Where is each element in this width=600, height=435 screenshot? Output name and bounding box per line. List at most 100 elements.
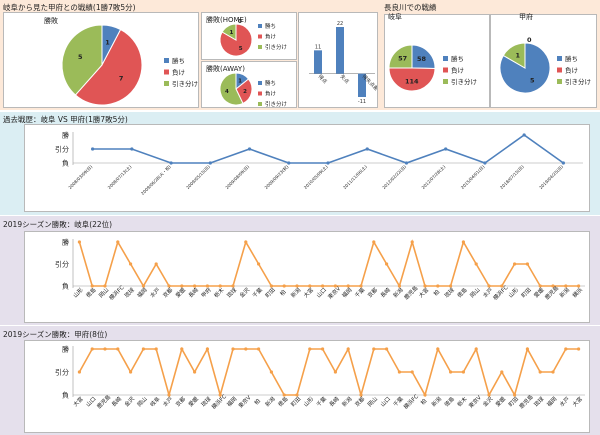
x-tick-label: 長崎	[110, 395, 124, 409]
x-tick-label: 徳島	[455, 286, 469, 300]
x-tick-label: 山口	[314, 286, 327, 299]
x-tick-label: 金沢	[481, 395, 495, 409]
x-tick-label: 京都	[174, 395, 188, 409]
x-tick-label: 栃木	[212, 286, 226, 300]
data-point	[287, 161, 291, 165]
data-point	[333, 284, 337, 288]
pie-slice	[219, 72, 244, 106]
x-tick-label: 町田	[520, 287, 533, 300]
data-point	[525, 347, 529, 351]
data-point	[154, 347, 158, 351]
x-tick-label: 琉球	[122, 286, 136, 300]
data-point	[474, 262, 478, 266]
data-point	[577, 284, 581, 288]
pie-value-label: 4	[225, 89, 229, 95]
y-level-label: 勝	[62, 344, 69, 353]
legend-label: 引き分け	[565, 77, 591, 86]
x-tick-label: 2009/05/15(日)	[185, 164, 212, 191]
history-line-chart: 負 引分 勝 2008/03/09(日) 2008/07/13(土) 2009/06/28…	[55, 130, 583, 197]
legend-label: 負け	[172, 68, 185, 77]
data-point	[77, 240, 81, 244]
data-point	[257, 347, 261, 351]
data-point	[321, 347, 325, 351]
x-tick-label: 大宮	[71, 395, 85, 409]
pie-value-label: 5	[530, 77, 535, 85]
pie-value-label: 114	[405, 78, 419, 86]
pie-value-label: 57	[398, 55, 407, 63]
kofu-season-panel: 負引分勝大宮 山口 鹿児島 長崎 金沢 岡山 岐阜 水戸 京都 愛媛 琉球 横浜FC 福岡 東京V 柏新潟徳…	[24, 340, 590, 433]
data-point	[208, 161, 212, 165]
pie-value-label: 1	[105, 39, 110, 47]
legend-swatch	[258, 24, 262, 28]
x-tick-label: 新潟	[558, 286, 572, 300]
nagara-kofu-title: 甲府	[519, 13, 533, 21]
data-point	[193, 370, 197, 374]
bar-value-label: -11	[358, 99, 366, 105]
legend-swatch	[443, 79, 448, 84]
legend-label: 負け	[265, 33, 277, 41]
data-point	[154, 262, 158, 266]
legend-swatch	[258, 81, 262, 85]
data-point	[513, 393, 517, 397]
data-point	[461, 370, 465, 374]
data-point	[129, 370, 133, 374]
data-point	[282, 393, 286, 397]
data-point	[231, 347, 235, 351]
x-tick-label: 山形	[71, 286, 85, 300]
pie-slice	[502, 42, 526, 69]
data-point	[561, 161, 565, 165]
pie-slice	[61, 24, 103, 96]
data-point	[193, 284, 197, 288]
data-point	[410, 370, 414, 374]
data-point	[244, 347, 248, 351]
legend-swatch	[258, 91, 262, 96]
pie-home-title: 勝敗(HOME)	[206, 16, 247, 24]
x-tick-label: 2009/09/23(祝)	[263, 163, 291, 191]
x-tick-label: 長崎	[186, 286, 200, 300]
data-point	[483, 161, 487, 165]
x-tick-label: 2009/08/09(日)	[224, 164, 251, 191]
pie-value-label: 0	[527, 36, 532, 44]
legend-label: 負け	[265, 90, 277, 98]
series-line	[92, 134, 564, 164]
x-tick-label: 新潟	[340, 395, 354, 409]
legend-label: 勝ち	[265, 22, 276, 30]
x-tick-label: 大宮	[302, 286, 316, 300]
data-point	[551, 284, 555, 288]
x-tick-label: 千葉	[250, 286, 264, 300]
x-tick-label: 2008/07/13(土)	[106, 163, 133, 190]
data-point	[167, 393, 171, 397]
data-point	[116, 347, 120, 351]
data-point	[308, 347, 312, 351]
legend-swatch	[443, 67, 448, 73]
y-level-label: 勝	[62, 130, 69, 139]
data-point	[77, 370, 81, 374]
x-tick-label: 2012/07/28(土)	[420, 163, 447, 190]
x-tick-label: 京都	[366, 286, 380, 300]
x-tick-label: 東京V	[467, 393, 483, 409]
data-point	[500, 370, 504, 374]
legend-label: 勝ち	[265, 79, 276, 87]
x-tick-label: 町田	[290, 396, 303, 409]
x-tick-label: 琉球	[532, 395, 546, 409]
data-point	[90, 347, 94, 351]
goal-bar	[336, 27, 344, 74]
x-tick-label: 京都	[161, 286, 175, 300]
kofu-season-title: 2019シーズン勝敗：甲府(8位)	[3, 330, 108, 339]
data-point	[269, 370, 273, 374]
legend-swatch	[443, 56, 448, 61]
legend-label: 負け	[565, 66, 578, 75]
x-tick-label: 水戸	[558, 395, 572, 409]
x-tick-label: 柏	[252, 397, 262, 407]
bar-value-label: 22	[337, 21, 343, 27]
pie-value-label: 5	[239, 46, 243, 52]
pie-slice	[388, 67, 436, 92]
history-title: 過去戦歴：岐阜 VS 甲府(1勝7敗5分)	[3, 115, 128, 124]
legend-label: 引き分け	[451, 77, 477, 86]
data-point	[346, 284, 350, 288]
data-point	[436, 284, 440, 288]
pie-slice	[235, 78, 253, 105]
x-tick-label: 新潟	[430, 395, 444, 409]
